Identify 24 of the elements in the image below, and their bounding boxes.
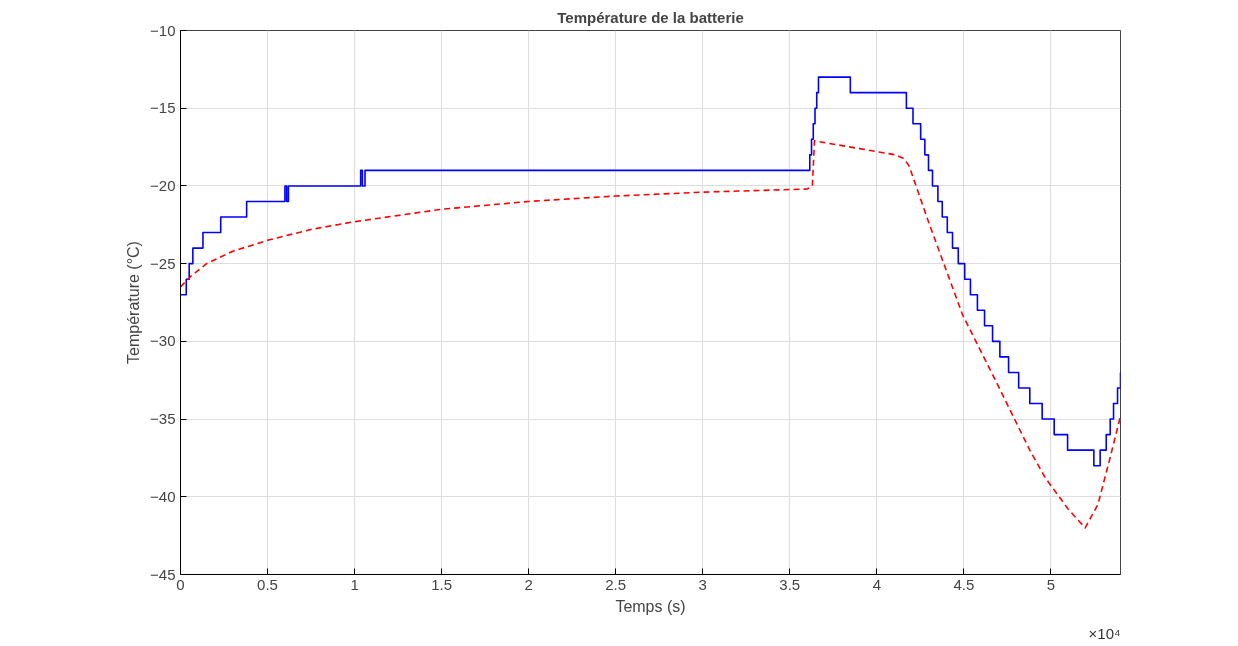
- y-tick-label: −40: [150, 487, 176, 505]
- y-tick-label: −25: [150, 254, 176, 272]
- x-tick-label: 1.5: [431, 575, 453, 593]
- y-tick-label: −30: [150, 332, 176, 350]
- x-tick-label: 5: [1046, 575, 1056, 593]
- x-axis-title: Temps (s): [615, 597, 686, 615]
- chart-title: Température de la batterie: [557, 8, 744, 26]
- x-tick-label: 3.5: [779, 575, 801, 593]
- y-tick-label: −35: [150, 410, 176, 428]
- x-tick-label: 4.5: [953, 575, 975, 593]
- y-axis-title: Température (°C): [125, 241, 143, 364]
- line-series: [180, 140, 1121, 529]
- x-tick-label: 0.5: [257, 575, 278, 593]
- x-tick-label: 4: [872, 575, 881, 593]
- x-tick-label: 3: [698, 575, 707, 593]
- y-tick-label: −10: [150, 21, 176, 39]
- x-tick-label: 2.5: [605, 575, 627, 593]
- x-tick-label: 1: [350, 575, 359, 593]
- text: ×10⁴: [1088, 624, 1121, 642]
- x-tick-label: 2: [524, 575, 533, 593]
- y-tick-label: −20: [150, 176, 176, 194]
- x-tick-label: 0: [176, 575, 185, 593]
- y-tick-label: −45: [150, 565, 176, 583]
- y-tick-label: −15: [150, 99, 176, 117]
